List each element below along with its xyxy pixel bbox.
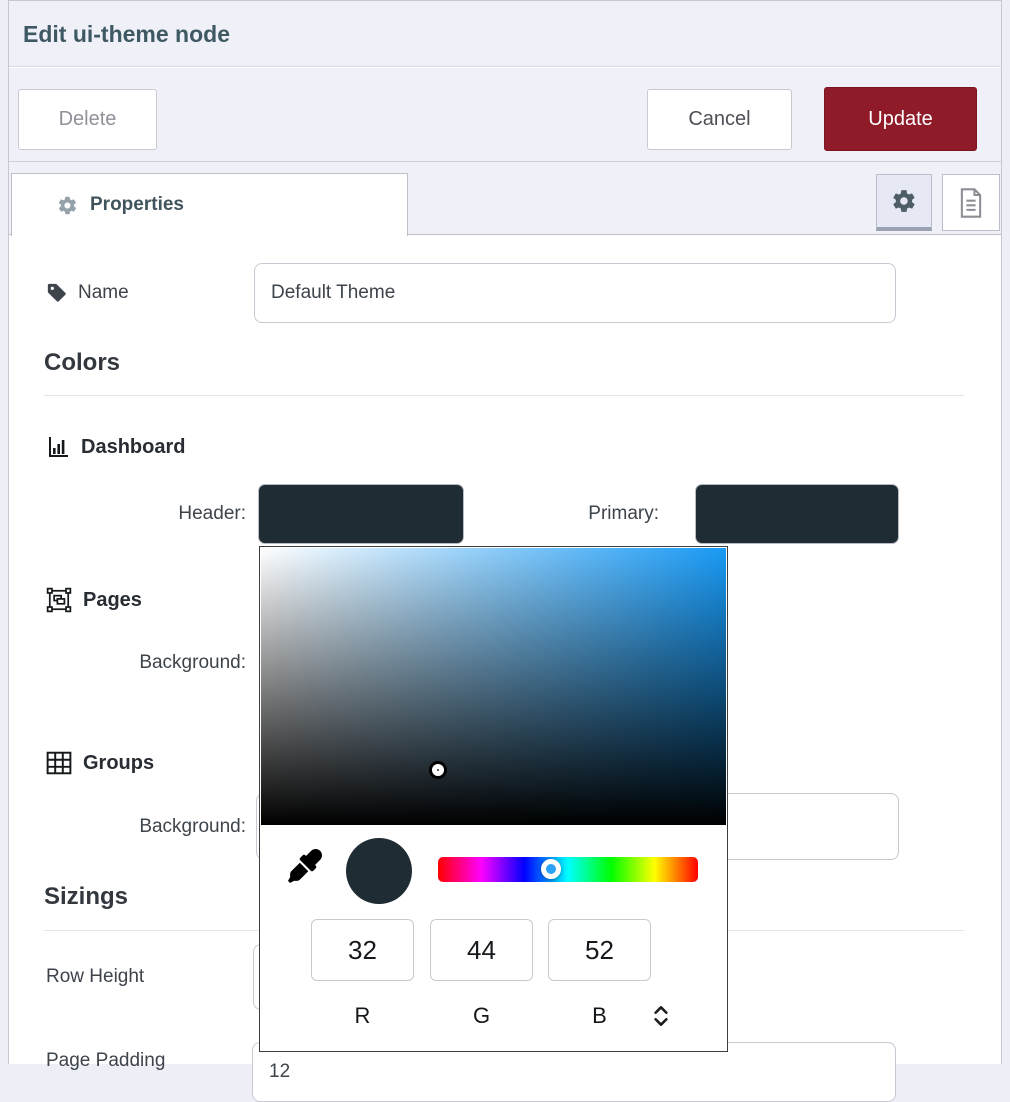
name-field-label: Name — [46, 263, 129, 323]
properties-panel: Name Colors Dashboard Header: Primary: P… — [9, 235, 1001, 1102]
properties-panel-button[interactable] — [876, 174, 932, 231]
tab-bar: Properties — [9, 162, 1001, 236]
row-height-label: Row Height — [46, 966, 145, 987]
green-channel-label: G — [472, 1003, 491, 1028]
selected-color-preview — [346, 838, 412, 904]
tab-properties-label: Properties — [90, 194, 184, 215]
blue-channel-label: B — [592, 1003, 607, 1028]
cancel-button[interactable]: Cancel — [647, 89, 792, 150]
eyedropper-icon[interactable] — [288, 849, 322, 883]
header-color-label: Header: — [178, 503, 246, 524]
stepper-up-down-icon[interactable] — [652, 1003, 670, 1029]
gear-icon — [891, 188, 917, 214]
green-value-input[interactable] — [430, 919, 533, 981]
saturation-value-area[interactable] — [261, 548, 726, 825]
blue-value-input[interactable] — [548, 919, 651, 981]
color-picker-popup: R G B — [259, 546, 728, 1052]
document-icon — [957, 187, 985, 219]
page-padding-label: Page Padding — [46, 1050, 166, 1071]
colors-section-heading: Colors — [44, 349, 121, 376]
red-value-input[interactable] — [311, 919, 414, 981]
edit-ui-theme-dialog: Edit ui-theme node Delete Cancel Update … — [8, 0, 1002, 1102]
pages-background-label: Background: — [139, 652, 246, 673]
description-panel-button[interactable] — [942, 174, 1000, 231]
dialog-title: Edit ui-theme node — [23, 21, 230, 47]
sizings-section-heading: Sizings — [44, 883, 129, 910]
hue-slider[interactable] — [438, 857, 698, 882]
update-button[interactable]: Update — [824, 87, 977, 151]
name-input[interactable] — [254, 263, 896, 323]
groups-subheading: Groups — [46, 751, 154, 775]
delete-button[interactable]: Delete — [18, 89, 157, 150]
dialog-toolbar: Delete Cancel Update — [9, 68, 1001, 162]
saturation-cursor[interactable] — [432, 764, 444, 776]
object-group-icon — [46, 587, 72, 613]
dashboard-subheading: Dashboard — [46, 435, 185, 459]
dialog-titlebar: Edit ui-theme node — [9, 1, 1001, 67]
primary-color-label: Primary: — [588, 503, 659, 524]
tag-icon — [46, 282, 68, 304]
bar-chart-icon — [46, 435, 70, 459]
red-channel-label: R — [354, 1003, 371, 1028]
header-color-swatch[interactable] — [259, 485, 463, 543]
hue-slider-thumb[interactable] — [541, 859, 561, 879]
section-divider — [44, 395, 964, 396]
table-icon — [46, 751, 72, 775]
groups-background-label: Background: — [139, 816, 246, 837]
tab-properties[interactable]: Properties — [11, 173, 408, 236]
gear-icon — [57, 195, 78, 216]
pages-subheading: Pages — [46, 587, 142, 613]
primary-color-swatch[interactable] — [696, 485, 898, 543]
